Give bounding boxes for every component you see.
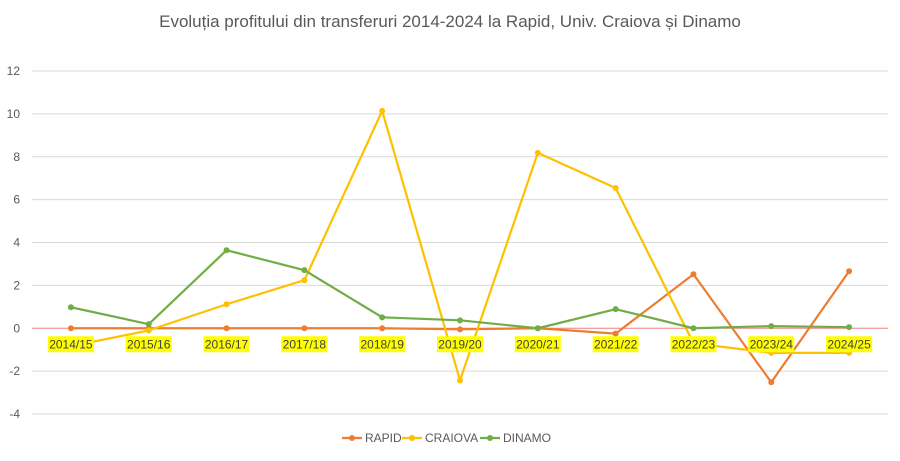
data-point-dinamo xyxy=(457,317,463,324)
x-tick-highlight xyxy=(826,336,873,353)
data-point-rapid xyxy=(768,379,775,386)
x-tick-highlight xyxy=(670,336,717,353)
data-point-craiova xyxy=(145,327,152,334)
y-tick-label: 4 xyxy=(13,236,20,250)
chart-title: Evoluția profitului din transferuri 2014… xyxy=(159,12,741,31)
x-tick-highlight xyxy=(125,336,172,353)
legend-label-craiova: CRAIOVA xyxy=(425,431,478,445)
data-point-rapid xyxy=(379,325,386,332)
legend-marker-rapid xyxy=(349,435,355,441)
data-point-rapid xyxy=(223,325,230,332)
data-point-dinamo xyxy=(67,304,74,311)
y-tick-label: -2 xyxy=(9,364,20,378)
legend-marker-dinamo xyxy=(487,435,493,441)
x-tick-label: 2015/16 xyxy=(127,337,171,351)
x-tick-label: 2021/22 xyxy=(594,337,638,351)
data-point-craiova xyxy=(301,277,308,284)
data-point-craiova xyxy=(612,185,619,192)
data-point-dinamo xyxy=(846,324,853,331)
data-point-craiova xyxy=(534,149,541,156)
data-point-craiova xyxy=(379,107,386,114)
data-point-dinamo xyxy=(145,321,152,328)
data-point-dinamo xyxy=(768,323,775,330)
x-tick-highlight xyxy=(281,336,328,353)
data-point-dinamo xyxy=(223,247,230,254)
x-tick-label: 2024/25 xyxy=(827,337,871,351)
x-tick-highlight xyxy=(437,336,483,353)
y-tick-label: 12 xyxy=(7,64,21,78)
data-point-craiova xyxy=(457,377,463,384)
data-point-rapid xyxy=(690,271,697,278)
y-tick-label: 8 xyxy=(13,150,20,164)
x-tick-highlight xyxy=(592,336,639,353)
y-tick-label: 10 xyxy=(7,107,21,121)
data-point-rapid xyxy=(846,268,853,275)
legend-marker-craiova xyxy=(409,435,415,441)
x-tick-highlight xyxy=(203,336,250,353)
data-point-dinamo xyxy=(612,306,619,313)
y-tick-label: -4 xyxy=(9,407,20,421)
y-tick-label: 6 xyxy=(13,193,20,207)
data-point-rapid xyxy=(457,326,463,333)
x-tick-label: 2014/15 xyxy=(49,337,93,351)
x-tick-label: 2022/23 xyxy=(672,337,716,351)
data-point-rapid xyxy=(612,330,619,337)
legend-label-rapid: RAPID xyxy=(365,431,402,445)
x-tick-label: 2016/17 xyxy=(205,337,249,351)
data-point-craiova xyxy=(223,301,230,308)
data-point-rapid xyxy=(301,325,308,332)
y-tick-label: 0 xyxy=(13,321,20,335)
data-point-dinamo xyxy=(534,325,541,332)
x-tick-label: 2018/19 xyxy=(360,337,404,351)
data-point-dinamo xyxy=(690,325,697,332)
y-tick-label: 2 xyxy=(13,278,20,292)
x-tick-highlight xyxy=(514,336,561,353)
x-tick-highlight xyxy=(359,336,406,353)
legend-label-dinamo: DINAMO xyxy=(503,431,551,445)
x-tick-label: 2019/20 xyxy=(438,337,482,351)
data-point-dinamo xyxy=(379,314,386,321)
x-tick-label: 2023/24 xyxy=(750,337,794,351)
data-point-dinamo xyxy=(301,267,308,274)
data-point-rapid xyxy=(67,325,74,332)
x-tick-highlight xyxy=(748,336,795,353)
x-tick-label: 2017/18 xyxy=(283,337,327,351)
x-tick-label: 2020/21 xyxy=(516,337,560,351)
x-tick-highlight xyxy=(47,336,94,353)
